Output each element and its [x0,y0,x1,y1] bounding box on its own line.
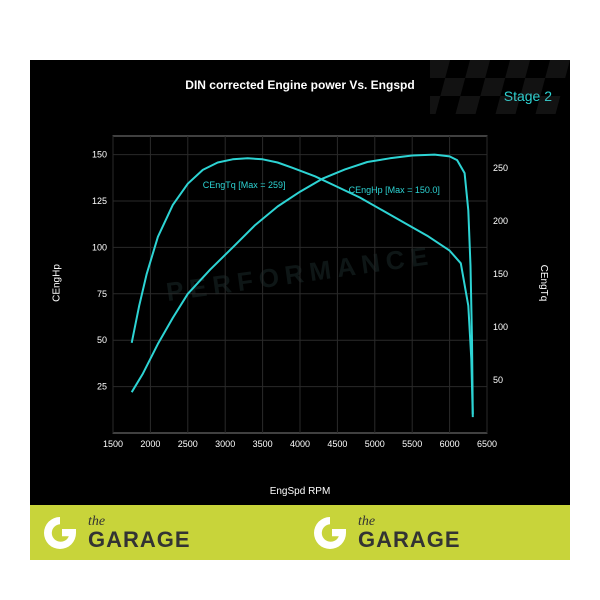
plot-svg: 1500 2000 2500 3000 3500 4000 4500 5000 5500 6000… [85,130,515,455]
stage-label: Stage 2 [504,88,552,104]
svg-text:50: 50 [493,375,503,385]
svg-text:3500: 3500 [253,439,273,449]
banner-left: the GARAGE [30,505,300,560]
banner-text-left: the GARAGE [88,515,191,551]
svg-text:125: 125 [92,196,107,206]
svg-text:4000: 4000 [290,439,310,449]
banner-text-right: the GARAGE [358,515,461,551]
logo-banner: the GARAGE the GARAGE [30,505,570,560]
svg-text:50: 50 [97,335,107,345]
series-label-torque: CEngTq [Max = 259] [203,180,286,190]
svg-text:1500: 1500 [103,439,123,449]
banner-garage: GARAGE [358,529,461,551]
garage-g-icon [310,513,350,553]
svg-text:100: 100 [92,242,107,252]
svg-text:25: 25 [97,382,107,392]
svg-text:5500: 5500 [402,439,422,449]
y-right-label: CEngTq [538,264,549,301]
svg-text:2000: 2000 [140,439,160,449]
svg-text:2500: 2500 [178,439,198,449]
svg-text:100: 100 [493,322,508,332]
svg-text:6000: 6000 [440,439,460,449]
series-label-hp: CEngHp [Max = 150.0] [349,185,440,195]
plot-area: 1500 2000 2500 3000 3500 4000 4500 5000 5500 6000… [85,130,515,455]
svg-text:200: 200 [493,216,508,226]
chart-title: DIN corrected Engine power Vs. Engspd [30,60,570,92]
svg-text:150: 150 [92,150,107,160]
svg-text:75: 75 [97,289,107,299]
svg-text:4500: 4500 [327,439,347,449]
x-label: EngSpd RPM [270,486,331,497]
y-left-label: CEngHp [51,264,62,302]
svg-text:5000: 5000 [365,439,385,449]
dyno-chart: DIN corrected Engine power Vs. Engspd St… [30,60,570,505]
svg-text:250: 250 [493,163,508,173]
svg-text:150: 150 [493,269,508,279]
svg-text:6500: 6500 [477,439,497,449]
garage-g-icon [40,513,80,553]
banner-garage: GARAGE [88,529,191,551]
banner-right: the GARAGE [300,505,570,560]
svg-text:3000: 3000 [215,439,235,449]
